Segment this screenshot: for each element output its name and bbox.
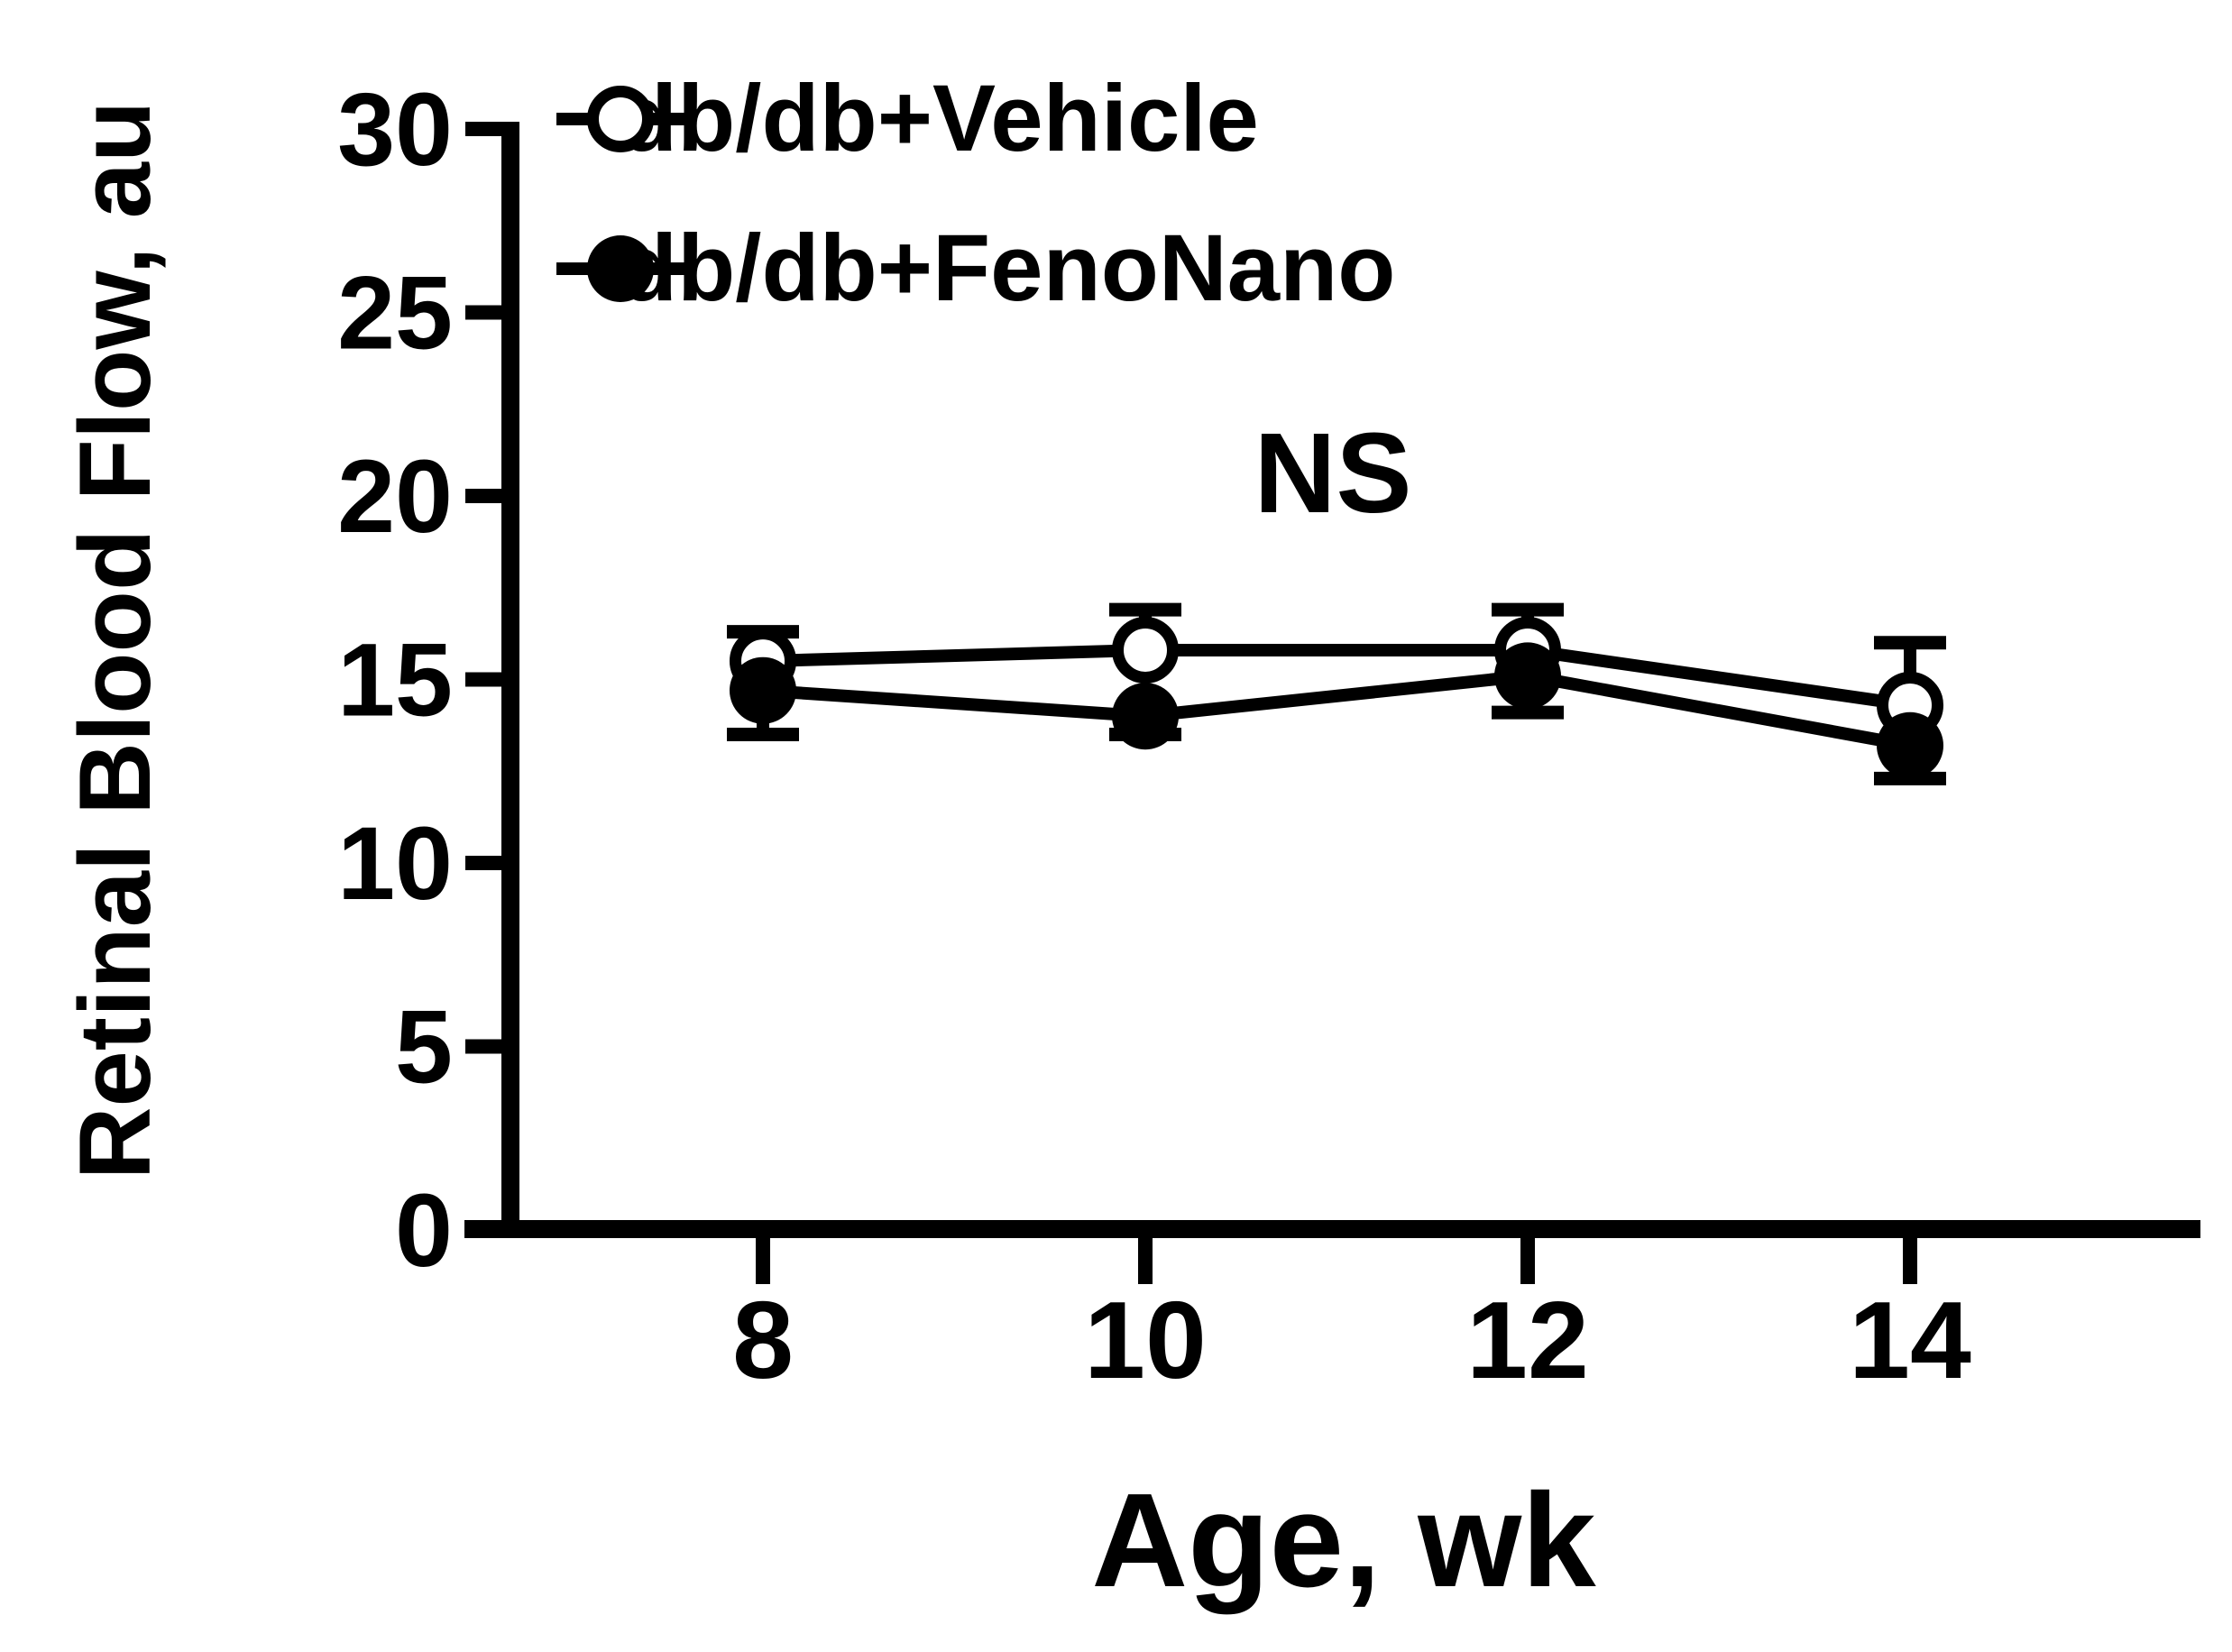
y-tick-label: 20 [337, 439, 453, 555]
data-point-fenonano-wk8 [730, 656, 796, 724]
y-tick-label: 5 [395, 990, 453, 1106]
data-point-fenonano-wk12 [1494, 642, 1561, 710]
data-point-fenonano-wk10 [1112, 683, 1179, 750]
series-line-fenonano [762, 669, 1912, 752]
legend-item-vehicle: db/db+Vehicle [556, 51, 1259, 187]
x-tick-label: 14 [1849, 1279, 1971, 1401]
x-axis-title: Age, wk [1091, 1466, 1596, 1615]
y-tick-label: 0 [395, 1173, 453, 1289]
legend-label-fenonano: db/db+FenoNano [620, 216, 1396, 321]
x-tick-label: 8 [732, 1279, 794, 1401]
axes [464, 122, 2200, 1284]
open-circle-legend-icon [556, 86, 685, 152]
x-tick-label: 10 [1084, 1279, 1207, 1401]
y-tick-label: 25 [337, 256, 453, 372]
legend-item-fenonano: db/db+FenoNano [556, 201, 1395, 336]
tick-labels: 0 5 10 15 20 25 30 8 10 12 14 [337, 72, 1971, 1401]
y-tick-label: 30 [337, 72, 453, 188]
data-point-vehicle-wk10 [1112, 616, 1179, 684]
legend-label-vehicle: db/db+Vehicle [620, 66, 1259, 171]
filled-circle-legend-icon [556, 235, 685, 302]
y-axis-title: Retinal Blood Flow, au [59, 100, 171, 1180]
series-line-vehicle [762, 643, 1911, 711]
x-tick-label: 12 [1466, 1279, 1589, 1401]
ns-annotation: NS [1254, 409, 1412, 537]
data-markers [730, 616, 1943, 779]
series-lines [762, 643, 1912, 752]
y-tick-label: 10 [337, 806, 453, 922]
y-tick-label: 15 [337, 623, 453, 739]
data-point-fenonano-wk14 [1877, 711, 1943, 779]
